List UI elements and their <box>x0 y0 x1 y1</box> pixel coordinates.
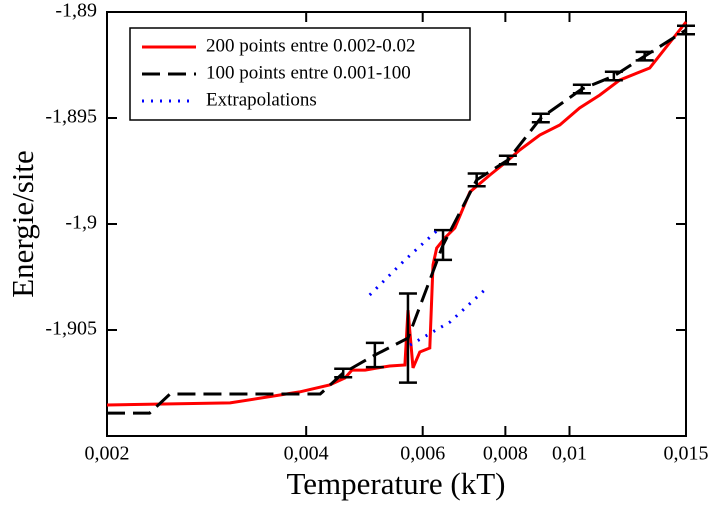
x-axis-label: Temperature (kT) <box>286 466 505 501</box>
x-tick-label: 0,008 <box>483 443 528 465</box>
y-tick-label: -1,9 <box>65 212 97 234</box>
x-tick-label: 0,006 <box>400 443 445 465</box>
legend-label: Extrapolations <box>206 89 317 110</box>
series-line <box>368 226 488 347</box>
y-axis-label: Energie/site <box>5 150 40 298</box>
x-tick-label: 0,002 <box>85 443 130 465</box>
y-tick-label: -1,895 <box>45 106 97 128</box>
series-line <box>106 21 688 407</box>
x-tick-label: 0,01 <box>552 443 587 465</box>
legend-box <box>129 27 471 121</box>
legend-label: 200 points entre 0.002-0.02 <box>206 35 416 56</box>
y-tick-label: -1,905 <box>45 318 97 340</box>
y-tick-label: -1,89 <box>55 0 97 22</box>
x-tick-label: 0,004 <box>284 443 329 465</box>
x-tick-label: 0,015 <box>664 443 709 465</box>
legend-label: 100 points entre 0.001-100 <box>206 62 411 83</box>
